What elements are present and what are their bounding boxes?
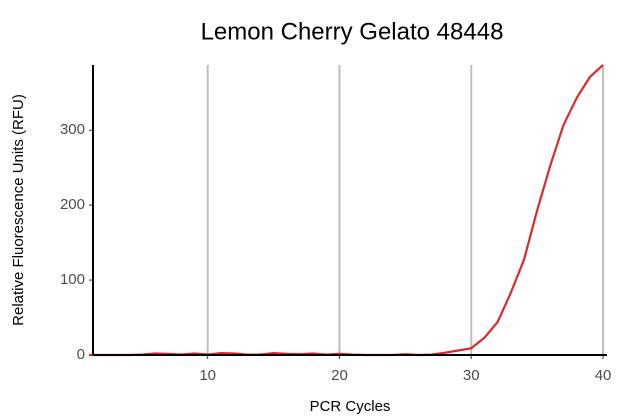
chart-title: Lemon Cherry Gelato 48448 — [201, 18, 504, 45]
y-tick-label: 0 — [77, 346, 85, 363]
data-line — [89, 64, 604, 357]
x-axis-label: PCR Cycles — [310, 398, 391, 415]
y-tick-label: 300 — [60, 121, 85, 138]
x-tick-label: 30 — [463, 367, 480, 384]
y-tick-label: 100 — [60, 271, 85, 288]
x-tick-label: 40 — [595, 367, 612, 384]
x-tick-label: 10 — [199, 367, 216, 384]
x-tick-label: 20 — [331, 367, 348, 384]
y-tick-label: 200 — [60, 196, 85, 213]
y-axis-label: Relative Fluorescence Units (RFU) — [10, 94, 27, 326]
